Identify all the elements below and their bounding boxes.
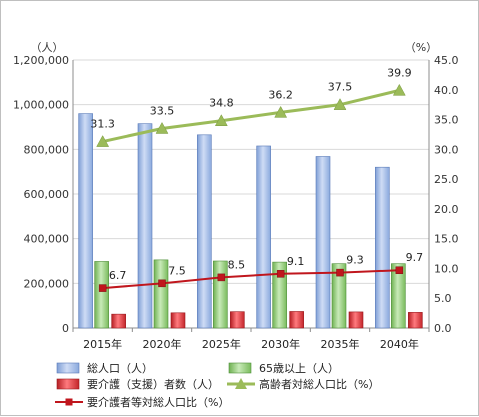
legend-label: 高齢者対総人口比（%） <box>259 377 379 391</box>
left-tick-label: 800,000 <box>24 143 70 156</box>
care-needed-bar <box>111 313 126 329</box>
legend-care-ratio: 要介護者等対総人口比（%） <box>55 395 229 409</box>
aged-65plus-bar <box>153 259 169 329</box>
right-tick-label: 25.0 <box>434 173 459 186</box>
elderly-ratio-point <box>214 114 228 126</box>
right-axis-unit: （%） <box>405 41 437 54</box>
left-tick-label: 200,000 <box>24 277 70 290</box>
x-tick-label: 2040年 <box>380 337 419 351</box>
x-tick-label: 2030年 <box>261 337 300 351</box>
x-tick-label: 2020年 <box>143 337 182 351</box>
care-needed-bar <box>408 312 423 329</box>
legend-swatch <box>56 362 80 374</box>
care-ratio-data-label: 7.5 <box>168 264 186 277</box>
right-tick-label: 10.0 <box>434 262 459 275</box>
right-tick-label: 15.0 <box>434 233 459 246</box>
right-tick-label: 5.0 <box>434 292 452 305</box>
elderly-ratio-point <box>155 121 169 134</box>
right-tick-label: 0.0 <box>434 322 452 335</box>
elderly-ratio-data-label: 31.3 <box>90 118 115 131</box>
care-ratio-point <box>276 270 285 278</box>
care-ratio-data-label: 9.3 <box>346 254 364 267</box>
legend-swatch <box>228 362 252 374</box>
care-ratio-data-label: 9.1 <box>287 255 305 268</box>
care-needed-bar <box>230 311 245 329</box>
elderly-ratio-line <box>102 88 400 144</box>
left-tick-label: 400,000 <box>24 233 70 246</box>
legend-label: 65歳以上（人） <box>259 362 339 375</box>
aged-65plus-bar <box>391 263 406 329</box>
legend-label: 要介護者等対総人口比（%） <box>87 395 229 409</box>
x-tick-label: 2035年 <box>321 337 360 351</box>
elderly-ratio-point <box>392 83 406 96</box>
right-tick-label: 35.0 <box>434 114 459 127</box>
left-tick-label: 600,000 <box>24 188 70 201</box>
total-population-bar <box>197 134 212 329</box>
left-tick-label: 1,200,000 <box>13 54 69 67</box>
elderly-ratio-data-label: 39.9 <box>387 66 412 79</box>
legend-total-population: 総人口（人） <box>56 361 153 375</box>
total-population-bar <box>375 166 390 329</box>
care-needed-bar <box>170 312 186 329</box>
elderly-ratio-point <box>96 135 110 147</box>
x-tick-label: 2025年 <box>202 337 241 351</box>
aged-65plus-bar <box>331 263 347 329</box>
aged-65plus-bar <box>272 261 287 329</box>
elderly-ratio-data-label: 34.8 <box>209 97 234 110</box>
care-ratio-point <box>98 284 107 292</box>
legend-elderly-ratio: 高齢者対総人口比（%） <box>227 377 379 391</box>
elderly-ratio-point <box>274 105 288 118</box>
care-ratio-point <box>336 268 344 277</box>
legend-swatch <box>56 378 80 390</box>
right-tick-label: 40.0 <box>434 84 459 97</box>
elderly-ratio-point <box>333 98 347 110</box>
care-needed-bar <box>348 311 364 329</box>
aged-65plus-bar <box>94 261 109 329</box>
care-ratio-data-label: 8.5 <box>228 258 246 271</box>
care-needed-bar <box>289 311 304 329</box>
care-ratio-point <box>217 273 226 282</box>
elderly-ratio-data-label: 36.2 <box>268 88 293 101</box>
legend-care-needed: 要介護（支援）者数（人） <box>56 377 219 391</box>
left-tick-label: 1,000,000 <box>13 99 69 112</box>
elderly-ratio-data-label: 33.5 <box>150 104 175 117</box>
legend-swatch-marker <box>65 398 73 406</box>
total-population-bar <box>256 145 271 329</box>
legend-aged-65plus: 65歳以上（人） <box>228 362 339 375</box>
care-ratio-data-label: 9.7 <box>406 251 424 264</box>
left-axis-unit: （人） <box>31 41 64 54</box>
total-population-bar <box>137 123 153 329</box>
legend-label: 総人口（人） <box>87 361 153 375</box>
care-ratio-point <box>158 279 166 288</box>
care-ratio-point <box>395 266 404 274</box>
care-ratio-line <box>102 269 400 290</box>
right-tick-label: 45.0 <box>434 54 459 67</box>
legend-label: 要介護（支援）者数（人） <box>87 377 219 391</box>
total-population-bar <box>78 113 93 329</box>
care-ratio-data-label: 6.7 <box>109 269 127 282</box>
right-tick-label: 30.0 <box>434 143 459 156</box>
x-tick-label: 2015年 <box>83 337 122 351</box>
aged-65plus-bar <box>213 260 228 329</box>
elderly-ratio-data-label: 37.5 <box>328 81 353 94</box>
right-tick-label: 20.0 <box>434 203 459 216</box>
legend-swatch-marker <box>235 378 247 389</box>
total-population-bar <box>315 156 331 329</box>
left-tick-label: 0 <box>62 322 69 335</box>
